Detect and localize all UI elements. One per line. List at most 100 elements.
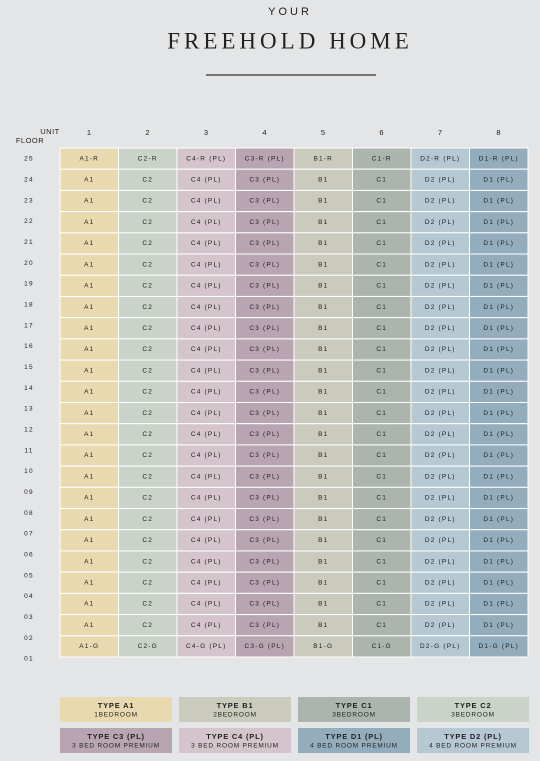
unit-label: D2 (PL) [425, 389, 456, 396]
unit-label: B1 [318, 431, 328, 438]
unit-label: B1 [318, 516, 328, 523]
unit-label: C2 [142, 410, 153, 417]
unit-label: C2 [142, 558, 153, 565]
unit-label: C2 [142, 367, 153, 374]
legend-name: TYPE B1 [217, 701, 254, 710]
unit-label: D1 (PL) [483, 537, 514, 544]
unit-label: D1 (PL) [483, 283, 514, 290]
legend-swatch [417, 697, 529, 722]
unit-label: A1 [84, 537, 94, 544]
legend-desc: 1BEDROOM [94, 712, 138, 719]
unit-label: D1 (PL) [483, 622, 514, 629]
unit-label: C3 (PL) [249, 601, 280, 608]
column-number: 4 [262, 128, 267, 137]
unit-label: C3-G (PL) [245, 643, 285, 650]
unit-label: B1 [318, 473, 328, 480]
unit-label: D1-R (PL) [479, 155, 519, 162]
unit-label: D2 (PL) [425, 304, 456, 311]
unit-label: B1 [318, 537, 328, 544]
unit-label: C1 [376, 325, 387, 332]
floor-number: 03 [24, 614, 34, 621]
unit-label: D1 (PL) [483, 389, 514, 396]
unit-label: C3 (PL) [249, 495, 280, 502]
unit-label: B1 [318, 367, 328, 374]
unit-label: D2 (PL) [425, 198, 456, 205]
legend-swatch [60, 697, 172, 722]
unit-label: C3 (PL) [249, 558, 280, 565]
unit-label: D2-R (PL) [420, 155, 460, 162]
legend-name: TYPE A1 [98, 701, 135, 710]
legend-desc: 3 BED ROOM PREMIUM [72, 743, 160, 750]
unit-label: A1 [84, 558, 94, 565]
unit-label: C4 (PL) [191, 473, 222, 480]
floor-label: FLOOR [16, 136, 44, 145]
unit-label: C1 [376, 516, 387, 523]
unit-label: C2 [142, 516, 153, 523]
unit-label: D1 (PL) [483, 452, 514, 459]
column-number: 3 [204, 128, 209, 137]
unit-label: C2 [142, 219, 153, 226]
unit-label: C2 [142, 601, 153, 608]
unit-label: C1 [376, 537, 387, 544]
unit-label: B1 [318, 346, 328, 353]
unit-label: A1 [84, 367, 94, 374]
unit-label: C4 (PL) [191, 431, 222, 438]
unit-label: A1-G [79, 643, 99, 650]
unit-label: D2 (PL) [425, 452, 456, 459]
unit-label: C3 (PL) [249, 431, 280, 438]
unit-label: D1 (PL) [483, 601, 514, 608]
unit-label: C4 (PL) [191, 516, 222, 523]
unit-label: UNIT [40, 127, 60, 136]
unit-label: C4 (PL) [191, 410, 222, 417]
unit-label: D1 (PL) [483, 473, 514, 480]
unit-label: B1 [318, 410, 328, 417]
unit-label: B1 [318, 558, 328, 565]
unit-label: B1 [318, 389, 328, 396]
column-number: 1 [87, 128, 92, 137]
unit-label: C4 (PL) [191, 367, 222, 374]
unit-label: A1 [84, 261, 94, 268]
unit-label: C2 [142, 283, 153, 290]
unit-label: C3 (PL) [249, 198, 280, 205]
unit-label: A1 [84, 622, 94, 629]
unit-label: B1 [318, 240, 328, 247]
legend-name: TYPE C1 [336, 701, 373, 710]
floor-number: 14 [24, 385, 34, 392]
floor-number: 10 [24, 468, 34, 475]
unit-label: B1 [318, 495, 328, 502]
unit-label: C4 (PL) [191, 389, 222, 396]
legend-swatch [60, 728, 172, 753]
unit-label: C3 (PL) [249, 325, 280, 332]
unit-label: A1 [84, 304, 94, 311]
unit-label: A1 [84, 431, 94, 438]
floor-number: 23 [24, 197, 34, 204]
unit-label: D1 (PL) [483, 261, 514, 268]
floor-number: 08 [24, 510, 34, 517]
unit-label: C1 [376, 622, 387, 629]
floor-number: 24 [24, 177, 34, 184]
floor-number: 06 [24, 552, 34, 559]
unit-label: D2 (PL) [425, 219, 456, 226]
legend-swatch [417, 728, 529, 753]
unit-label: B1 [318, 579, 328, 586]
unit-label: D1 (PL) [483, 240, 514, 247]
floor-number: 07 [24, 531, 34, 538]
unit-label: C2 [142, 389, 153, 396]
unit-label: C3 (PL) [249, 346, 280, 353]
unit-label: B1 [318, 325, 328, 332]
unit-label: B1 [318, 198, 328, 205]
unit-label: C3 (PL) [249, 367, 280, 374]
unit-label: D2 (PL) [425, 516, 456, 523]
unit-label: C3-R (PL) [245, 155, 285, 162]
floor-number: 15 [24, 364, 34, 371]
legend-swatch [179, 728, 291, 753]
unit-label: C3 (PL) [249, 452, 280, 459]
unit-label: B1 [318, 452, 328, 459]
unit-label: C1 [376, 261, 387, 268]
unit-label: A1 [84, 410, 94, 417]
unit-label: C4-G (PL) [186, 643, 226, 650]
floor-number: 09 [24, 489, 34, 496]
unit-label: C2 [142, 579, 153, 586]
unit-label: A1 [84, 240, 94, 247]
unit-label: C1 [376, 601, 387, 608]
